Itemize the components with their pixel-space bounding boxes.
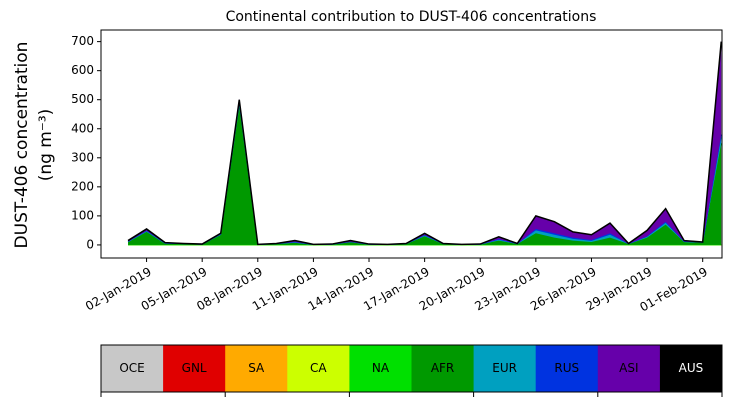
legend-label: GNL (182, 361, 207, 375)
legend-swatch (163, 345, 226, 392)
legend-label: AFR (431, 361, 454, 375)
area-edge (127, 102, 722, 246)
area-edge (127, 104, 722, 246)
y-tick-label: 0 (86, 237, 94, 251)
area-fill (128, 41, 722, 245)
legend-swatch (349, 345, 412, 392)
y-tick-label: 400 (71, 121, 94, 135)
area-fill (128, 102, 722, 245)
area-edge (127, 105, 722, 246)
legend-label: ASI (619, 361, 638, 375)
legend-label: SA (248, 361, 265, 375)
legend-swatch (411, 345, 475, 392)
legend-swatch (597, 345, 661, 392)
legend-swatch (659, 345, 723, 392)
colorbar: OCE GNL SA CA NA AFR EUR RUS ASI AUS (100, 344, 723, 397)
y-tick-label: 300 (71, 150, 94, 164)
legend-swatch (535, 345, 599, 392)
legend-label: OCE (119, 361, 144, 375)
legend-swatch (473, 345, 537, 392)
legend-label: CA (310, 361, 327, 375)
colorbar-frame (100, 344, 723, 393)
y-tick-label: 100 (71, 208, 94, 222)
legend-label: NA (372, 361, 390, 375)
y-tick-label: 600 (71, 63, 94, 77)
area-fill (128, 104, 722, 245)
area-edge (127, 41, 722, 245)
plot-area (127, 41, 722, 246)
legend-label: EUR (492, 361, 517, 375)
y-axis-label: DUST-406 concentration (12, 42, 32, 249)
legend-label: RUS (554, 361, 579, 375)
y-tick-label: 500 (71, 92, 94, 106)
legend-swatch (225, 345, 288, 392)
chart-title: Continental contribution to DUST-406 con… (226, 9, 597, 25)
area-edge (127, 41, 722, 246)
legend-swatch (101, 345, 164, 392)
y-tick-label: 200 (71, 179, 94, 193)
legend-swatch (287, 345, 350, 392)
y-axis-label: (ng m⁻³) (36, 109, 56, 182)
legend-label: AUS (679, 361, 704, 375)
area-fill (128, 41, 722, 245)
y-tick-label: 700 (71, 34, 94, 48)
area-fill (128, 105, 722, 245)
plot-frame (100, 29, 723, 259)
